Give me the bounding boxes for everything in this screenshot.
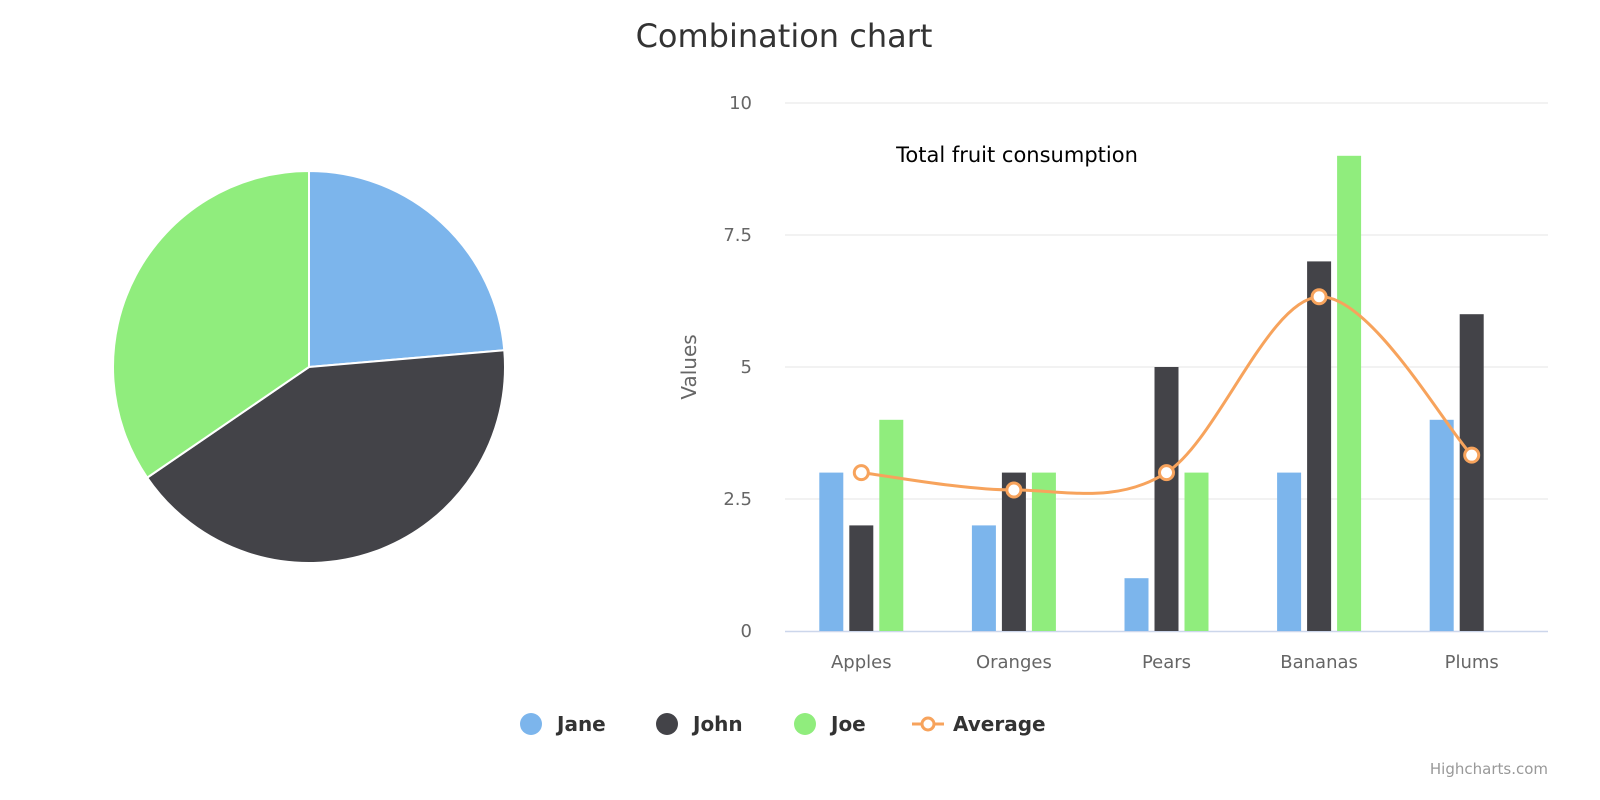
column-john: [849, 525, 874, 631]
x-tick-label: Apples: [831, 652, 892, 673]
column-jane: [971, 525, 996, 631]
pie-slice-jane: [308, 170, 506, 368]
column-jane: [1277, 472, 1302, 631]
grid: 0 2.5 5 7.5 10: [723, 93, 1548, 642]
pie-slice-john: [146, 349, 506, 564]
pie-chart: [112, 170, 506, 564]
column-john: [1459, 314, 1484, 631]
x-tick-label: Oranges: [976, 652, 1052, 673]
y-tick-label: 2.5: [723, 489, 752, 510]
legend-symbol-icon: [520, 713, 542, 735]
column-jane: [1429, 419, 1454, 631]
y-tick-label: 5: [741, 357, 752, 378]
legend-symbol-icon: [656, 713, 678, 735]
x-tick-label: Bananas: [1280, 652, 1358, 673]
average-marker: [852, 464, 870, 482]
legend: Jane John Joe Average: [520, 712, 1046, 736]
column-john: [1307, 261, 1332, 631]
column-john: [1154, 367, 1179, 631]
x-tick-label: Plums: [1445, 652, 1499, 673]
average-line: [852, 288, 1481, 499]
legend-item-joe[interactable]: Joe: [829, 712, 866, 736]
legend-item-average[interactable]: Average: [953, 712, 1046, 736]
pie-annotation: Total fruit consumption: [895, 143, 1138, 167]
chart-title: Combination chart: [636, 17, 933, 55]
pie-slice-joe: [112, 170, 310, 479]
y-tick-label: 0: [741, 621, 752, 642]
credit-link[interactable]: Highcharts.com: [1430, 760, 1548, 778]
average-spline: [861, 295, 1473, 495]
column-joe: [1337, 155, 1362, 632]
average-marker: [1005, 481, 1023, 499]
column-joe: [1184, 472, 1209, 631]
legend-item-jane[interactable]: Jane: [555, 712, 606, 736]
average-marker: [1310, 288, 1328, 306]
y-axis-title: Values: [677, 334, 701, 399]
x-axis-labels: Apples Oranges Pears Bananas Plums: [831, 652, 1499, 673]
column-joe: [1031, 472, 1056, 631]
column-jane: [1124, 578, 1149, 631]
columns: [819, 155, 1484, 632]
average-marker: [1463, 446, 1481, 464]
y-tick-label: 10: [729, 93, 752, 114]
legend-symbol-icon: [794, 713, 816, 735]
column-jane: [819, 472, 844, 631]
column-john: [1001, 472, 1026, 631]
legend-marker-icon: [920, 716, 936, 732]
legend-item-john[interactable]: John: [691, 712, 743, 736]
column-joe: [879, 419, 904, 631]
x-tick-label: Pears: [1142, 652, 1191, 673]
average-marker: [1158, 464, 1175, 482]
y-tick-label: 7.5: [723, 225, 752, 246]
